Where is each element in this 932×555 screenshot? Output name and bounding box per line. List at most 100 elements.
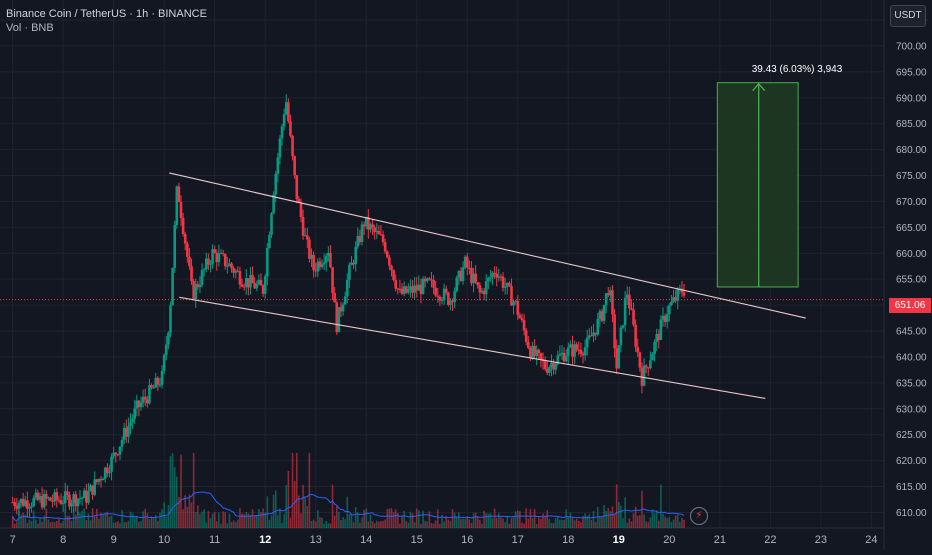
x-tick-label: 9: [111, 534, 117, 546]
volume-bar: [22, 512, 24, 528]
volume-bar: [266, 496, 269, 528]
candle-body: [76, 498, 80, 507]
candle-body: [268, 234, 271, 248]
volume-bar: [253, 515, 256, 528]
candle-body: [154, 377, 158, 388]
candle-body: [200, 270, 204, 285]
volume-bar: [449, 520, 452, 528]
volume-bar: [287, 470, 290, 528]
volume-bar: [306, 506, 309, 528]
candle-body: [114, 452, 118, 455]
volume-bar: [264, 512, 266, 528]
volume-bar: [136, 515, 138, 528]
volume-bar: [249, 514, 252, 528]
volume-bar: [561, 519, 563, 528]
y-tick-label: 670.00: [896, 197, 927, 208]
volume-bar: [432, 523, 435, 528]
candle-body: [474, 273, 477, 283]
volume-bar: [194, 512, 197, 528]
candle-body: [672, 297, 675, 302]
candle-body: [162, 354, 166, 371]
candle-body: [442, 288, 446, 301]
candle-body: [489, 277, 492, 279]
volume-bar: [533, 509, 536, 528]
candle-body: [617, 345, 621, 369]
volume-bar: [472, 513, 475, 528]
candle-body: [674, 297, 677, 301]
volume-bar: [601, 516, 603, 528]
candle-body: [34, 492, 38, 499]
candle-body: [247, 278, 250, 288]
candle-body: [215, 252, 219, 263]
candle-body: [598, 311, 602, 319]
candle-body: [606, 293, 610, 296]
candle-body: [390, 265, 393, 271]
volume-bar: [215, 521, 218, 528]
candle-body: [202, 269, 206, 271]
volume-bar: [159, 512, 161, 528]
candle-body: [135, 400, 139, 409]
volume-bar: [47, 519, 50, 528]
symbol-title[interactable]: Binance Coin / TetherUS · 1h · BINANCE: [6, 8, 207, 20]
candle-body: [337, 307, 341, 333]
candle-body: [295, 175, 299, 199]
candle-body: [524, 330, 528, 342]
y-tick-label: 610.00: [896, 508, 927, 519]
volume-bar: [403, 510, 405, 528]
volume-bar: [674, 515, 677, 528]
candle-body: [444, 288, 448, 293]
volume-bar: [298, 495, 300, 528]
candle-body: [188, 256, 191, 267]
volume-bar: [498, 512, 500, 528]
candle-body: [455, 277, 459, 292]
candle-body: [482, 290, 486, 295]
candle-body: [223, 254, 227, 267]
candle-body: [316, 261, 320, 272]
volume-bar: [205, 522, 208, 528]
volume-bar: [596, 506, 599, 528]
volume-bar: [483, 510, 485, 528]
candle-body: [556, 355, 560, 365]
volume-bar: [262, 508, 264, 528]
volume-bar: [312, 519, 315, 528]
volume-bar: [371, 521, 374, 528]
volume-bar: [588, 514, 591, 528]
volume-bar: [169, 455, 172, 528]
volume-bar: [519, 511, 521, 528]
volume-bar: [277, 515, 279, 528]
volume-bar: [81, 510, 83, 528]
volume-bar: [540, 519, 542, 528]
candle-body: [253, 282, 256, 289]
volume-bar: [239, 508, 241, 528]
candle-body: [438, 296, 442, 301]
volume-bar: [51, 521, 54, 528]
candle-body: [529, 348, 532, 359]
volume-bar: [460, 519, 462, 528]
y-tick-label: 640.00: [896, 352, 927, 363]
candle-body: [160, 370, 164, 385]
candle-body: [13, 502, 17, 507]
flash-icon[interactable]: ⚡: [690, 507, 708, 525]
candle-body: [345, 279, 349, 297]
candle-body: [628, 294, 631, 309]
candle-body: [158, 384, 162, 386]
volume-bar: [45, 508, 48, 528]
candle-body: [457, 270, 461, 278]
candle-body: [146, 399, 149, 404]
candle-body: [545, 368, 549, 373]
currency-button[interactable]: USDT: [890, 5, 926, 27]
x-tick-label: 12: [259, 534, 271, 546]
candle-body: [278, 138, 282, 158]
candle-body: [510, 285, 513, 306]
volume-bar: [192, 453, 195, 528]
volume-bar: [373, 523, 376, 528]
candle-body: [26, 500, 29, 509]
candle-body: [82, 490, 86, 498]
candle-body: [152, 387, 155, 389]
volume-bar: [77, 511, 79, 528]
volume-legend[interactable]: Vol · BNB: [6, 22, 54, 34]
candle-body: [625, 294, 629, 299]
volume-bar: [157, 520, 159, 528]
